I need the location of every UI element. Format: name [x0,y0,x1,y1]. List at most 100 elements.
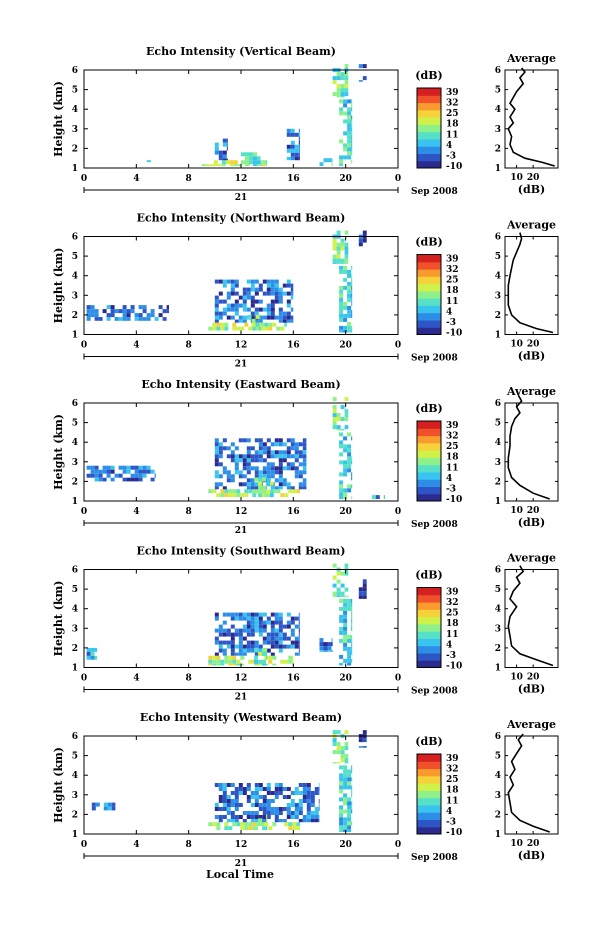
echo-cell [339,289,344,294]
echo-cell [224,659,229,664]
echo-cell [339,662,344,666]
colorbar-segment [417,761,441,770]
echo-cell [351,281,353,286]
echo-cell [344,262,349,264]
echo-cell [347,658,352,663]
echo-cell [254,454,259,459]
echo-cell [214,142,219,147]
echo-cell [230,291,235,296]
echo-cell [94,465,99,470]
echo-cell [238,470,243,475]
echo-cell [286,144,291,149]
echo-cell [343,773,348,778]
echo-cell [286,787,291,791]
echo-cell [272,655,277,660]
echo-cell [343,464,348,469]
echo-cell [278,632,283,637]
echo-cell [286,156,291,161]
echo-cell [343,646,348,651]
echo-cell [347,781,352,786]
echo-cell [358,591,363,596]
echo-cell [247,314,252,319]
echo-cell [318,807,320,811]
colorbar-segment [417,819,441,828]
echo-cell [298,803,303,807]
echo-cell [257,160,261,165]
echo-cell [248,326,253,331]
echo-cell [280,493,285,497]
echo-cell [347,273,352,278]
echo-cell [347,464,352,469]
echo-cell [246,616,251,621]
echo-cell [347,321,352,326]
echo-cell [214,146,219,151]
echo-cell [347,432,352,437]
echo-cell [362,746,367,748]
echo-cell [222,438,227,443]
echo-cell [296,489,300,494]
echo-cell [343,801,348,806]
echo-cell [246,783,251,787]
echo-cell [343,99,348,104]
echo-cell [282,311,287,316]
echo-cell [254,474,259,479]
echo-cell [94,313,99,318]
x-tick-label: 4 [133,341,139,351]
echo-cell [250,624,255,629]
heatmap-title: Echo Intensity (Southward Beam) [137,545,346,558]
echo-cell [238,652,243,656]
colorbar-tick-label: -3 [446,651,456,661]
echo-cell [259,314,261,319]
echo-cell [258,651,263,656]
echo-cell [150,469,155,474]
x-tick-label: 20 [339,507,352,517]
echo-cell [290,283,294,288]
echo-cell [258,612,263,617]
echo-cell [339,825,344,830]
colorbar-segment [417,804,441,813]
echo-cell [226,291,231,296]
echo-cell [292,663,294,666]
echo-cell [266,640,271,645]
echo-cell [278,458,283,463]
x-tick-label: 10 [510,673,523,683]
echo-cell [343,468,348,473]
echo-cell [351,107,353,112]
echo-cell [212,822,217,827]
echo-cell [232,326,237,331]
echo-cell [250,295,255,300]
echo-cell [282,787,287,791]
echo-cell [102,477,107,482]
echo-cell [340,246,345,251]
echo-cell [256,822,261,827]
echo-cell [106,313,111,318]
echo-cell [224,326,229,331]
echo-cell [214,482,219,487]
y-tick-label: 1 [72,664,78,674]
echo-cell [222,620,227,625]
echo-cell [323,642,328,647]
echo-cell [327,646,332,651]
echo-cell [238,815,243,819]
colorbar-segment [417,783,441,791]
echo-cell [351,103,353,108]
colorbar-tick-label: 25 [446,276,459,286]
echo-cell [214,652,219,656]
echo-cell [262,640,267,645]
y-tick-label: 3 [72,624,78,634]
echo-cell [236,326,241,331]
echo-cell [254,819,259,823]
echo-cell [294,454,299,459]
echo-cell [343,305,348,310]
echo-cell [214,303,219,308]
echo-region [332,730,349,764]
echo-cell [222,648,227,653]
echo-cell [242,466,247,471]
echo-cell [343,460,348,465]
profile-title: Average [506,552,556,565]
echo-cell [242,291,247,296]
echo-region [332,230,349,264]
echo-cell [246,295,251,300]
